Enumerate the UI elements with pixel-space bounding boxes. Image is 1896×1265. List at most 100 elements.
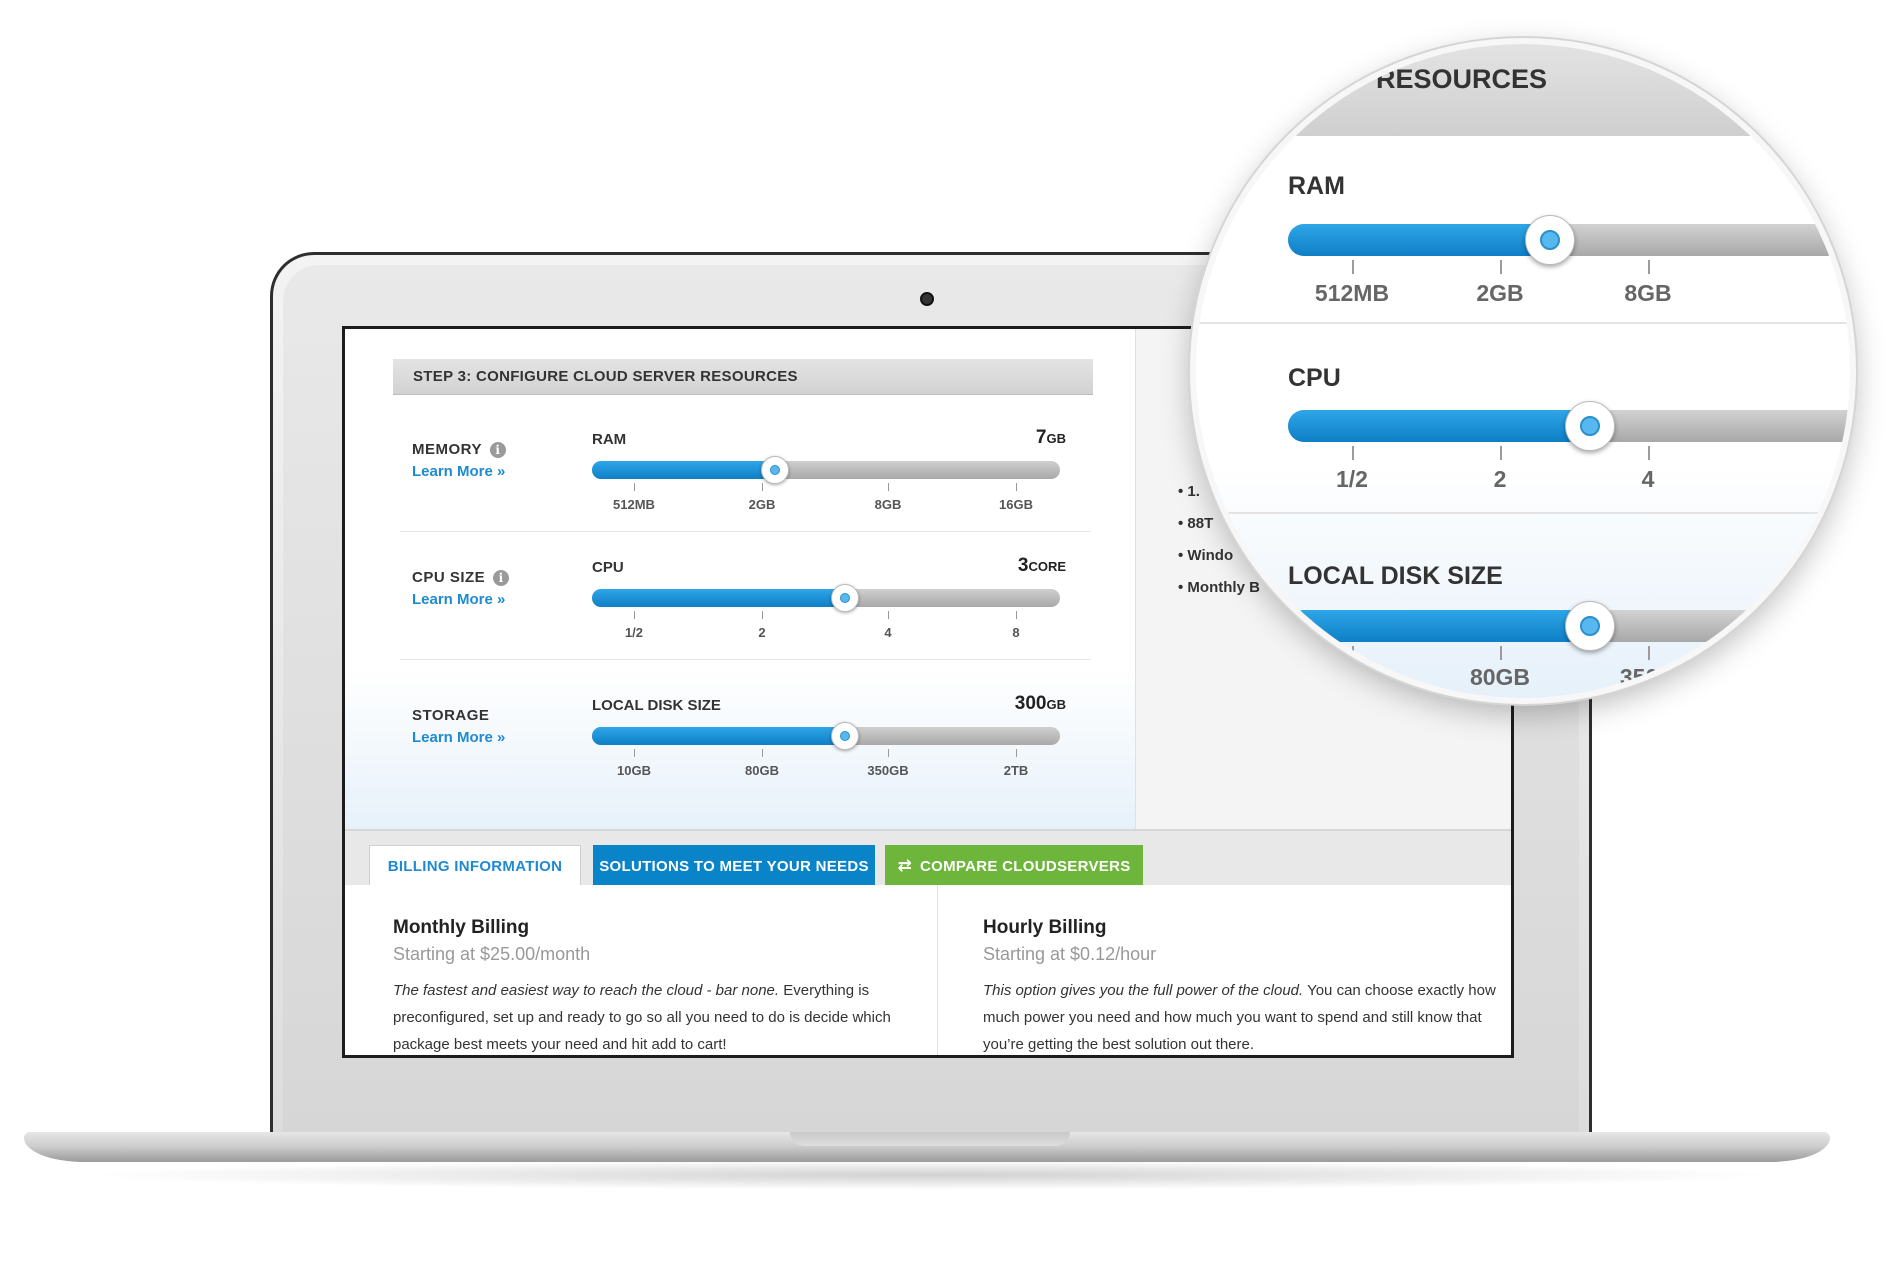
magnifier-title-disk: LOCAL DISK SIZE <box>1288 562 1503 590</box>
magnifier-title-cpu: CPU <box>1288 364 1341 392</box>
row-label-text: MEMORY <box>412 441 482 458</box>
slider-title-ram: RAM <box>592 431 627 448</box>
step-header: STEP 3: CONFIGURE CLOUD SERVER RESOURCES <box>393 359 1093 395</box>
hourly-billing-title: Hourly Billing <box>983 917 1107 938</box>
learn-more-link-cpu[interactable]: Learn More » <box>412 591 506 608</box>
magnifier-tick-label: 2GB <box>1476 280 1524 306</box>
slider-handle-cpu[interactable] <box>830 584 859 612</box>
tab-compare-cloudservers[interactable]: ⇄ COMPARE CLOUDSERVERS <box>885 845 1143 887</box>
row-label-storage: STORAGE <box>412 707 489 724</box>
magnifier-handle-cpu <box>1565 401 1615 451</box>
magnifier-track-ram <box>1288 215 1850 265</box>
magnifier-fill <box>1288 410 1590 442</box>
magnifier-tick-label: 512MB <box>1314 280 1390 306</box>
tick-label: 1/2 <box>624 625 644 640</box>
magnifier-tick <box>1648 646 1650 660</box>
tick-label: 16GB <box>999 497 1033 512</box>
value-unit: CORE <box>1028 559 1066 574</box>
magnifier-handle-ram <box>1525 215 1575 265</box>
slider-tick <box>634 611 635 619</box>
monthly-billing: Monthly Billing Starting at $25.00/month… <box>393 885 913 1055</box>
magnifier-title-ram: RAM <box>1288 172 1345 200</box>
slider-tick <box>634 749 635 757</box>
slider-tick <box>888 483 889 491</box>
tick-label: 2TB <box>1003 763 1029 778</box>
tab-billing-information[interactable]: BILLING INFORMATION <box>369 845 581 887</box>
tick-label: 2 <box>758 625 766 640</box>
hourly-billing-lead: This option gives you the full power of … <box>983 982 1304 999</box>
monthly-billing-price: Starting at $25.00/month <box>393 944 591 964</box>
laptop-shadow <box>80 1160 1780 1190</box>
magnifier-tick-label: 10GB <box>1321 664 1383 690</box>
config-row-memory: MEMORY i Learn More » RAM 7GB 512MB 2GB … <box>400 411 1090 532</box>
magnifier-tick <box>1500 446 1502 460</box>
config-row-storage: STORAGE Learn More » LOCAL DISK SIZE 300… <box>400 677 1090 797</box>
magnifier-tick <box>1352 260 1354 274</box>
slider-value-ram: 7GB <box>1036 427 1066 449</box>
learn-more-link-memory[interactable]: Learn More » <box>412 463 506 480</box>
slider-tick <box>1016 483 1017 491</box>
magnifier-tick <box>1352 446 1354 460</box>
slider-tick <box>634 483 635 491</box>
magnifier-callout: RESOURCES RAM 512MB 2GB 8GB CPU <box>1190 38 1856 704</box>
magnifier-tick-label: 8GB <box>1624 280 1672 306</box>
magnifier-tick-label: 4 <box>1641 466 1655 492</box>
slider-tick <box>1016 611 1017 619</box>
slider-track-disk[interactable] <box>592 722 1060 750</box>
slider-tick <box>888 749 889 757</box>
slider-track-cpu[interactable] <box>592 584 1060 612</box>
billing-content: Monthly Billing Starting at $25.00/month… <box>345 885 1511 1055</box>
slider-fill <box>592 589 845 607</box>
tab-solutions[interactable]: SOLUTIONS TO MEET YOUR NEEDS <box>593 845 875 887</box>
slider-value-cpu: 3CORE <box>1018 555 1066 577</box>
tick-label: 512MB <box>613 497 655 512</box>
monthly-billing-description: The fastest and easiest way to reach the… <box>393 977 913 1055</box>
row-label-memory: MEMORY i <box>412 441 506 458</box>
summary-item: • 1. <box>1178 483 1200 500</box>
slider-handle-ram[interactable] <box>760 456 789 484</box>
row-label-cpu: CPU SIZE i <box>412 569 510 586</box>
row-label-text: STORAGE <box>412 707 490 724</box>
hourly-billing-description: This option gives you the full power of … <box>983 977 1503 1055</box>
learn-more-link-storage[interactable]: Learn More » <box>412 729 506 746</box>
slider-fill <box>592 727 845 745</box>
tick-label: 2GB <box>748 497 776 512</box>
magnifier-header: RESOURCES <box>1196 44 1850 136</box>
magnifier-tick-label: 1/2 <box>1336 466 1368 492</box>
magnifier-header-title: RESOURCES <box>1376 64 1548 94</box>
tick-label: 8 <box>1012 625 1020 640</box>
magnifier-row-ram: RAM 512MB 2GB 8GB <box>1196 136 1850 324</box>
slider-track-ram[interactable] <box>592 456 1060 484</box>
magnifier-tick-label: 350G <box>1619 664 1677 690</box>
info-icon[interactable]: i <box>493 569 510 586</box>
magnifier-fill <box>1288 224 1550 256</box>
hourly-billing: Hourly Billing Starting at $0.12/hour Th… <box>983 885 1503 1055</box>
value-number: 300 <box>1014 693 1047 714</box>
slider-tick <box>762 749 763 757</box>
magnifier-tick <box>1500 646 1502 660</box>
config-panel: STEP 3: CONFIGURE CLOUD SERVER RESOURCES… <box>345 329 1135 829</box>
tab-bar: BILLING INFORMATION SOLUTIONS TO MEET YO… <box>345 829 1511 887</box>
swap-arrows-icon: ⇄ <box>897 856 913 875</box>
hourly-billing-price: Starting at $0.12/hour <box>983 944 1157 964</box>
billing-divider <box>937 885 938 1055</box>
row-label-text: CPU SIZE <box>412 569 486 586</box>
hourly-billing-body: You can choose exactly how much power yo… <box>983 982 1496 1053</box>
tab-compare-label: COMPARE CLOUDSERVERS <box>920 857 1131 875</box>
info-icon[interactable]: i <box>489 441 506 458</box>
magnifier-content: RESOURCES RAM 512MB 2GB 8GB CPU <box>1196 44 1850 698</box>
tick-label: 8GB <box>874 497 902 512</box>
magnifier-tick-label: 2 <box>1493 466 1507 492</box>
magnifier-fill <box>1288 610 1590 642</box>
laptop-notch <box>790 1132 1070 1146</box>
slider-handle-disk[interactable] <box>830 722 859 750</box>
tick-label: 80GB <box>745 763 779 778</box>
magnifier-track-disk <box>1288 601 1850 651</box>
monthly-billing-body: Everything is preconfigured, set up and … <box>393 982 891 1053</box>
value-number: 3 <box>1017 555 1029 576</box>
slider-fill <box>592 461 775 479</box>
tick-label: 4 <box>884 625 892 640</box>
magnifier-tick <box>1648 446 1650 460</box>
tick-label: 350GB <box>867 763 909 778</box>
tick-label: 10GB <box>617 763 651 778</box>
